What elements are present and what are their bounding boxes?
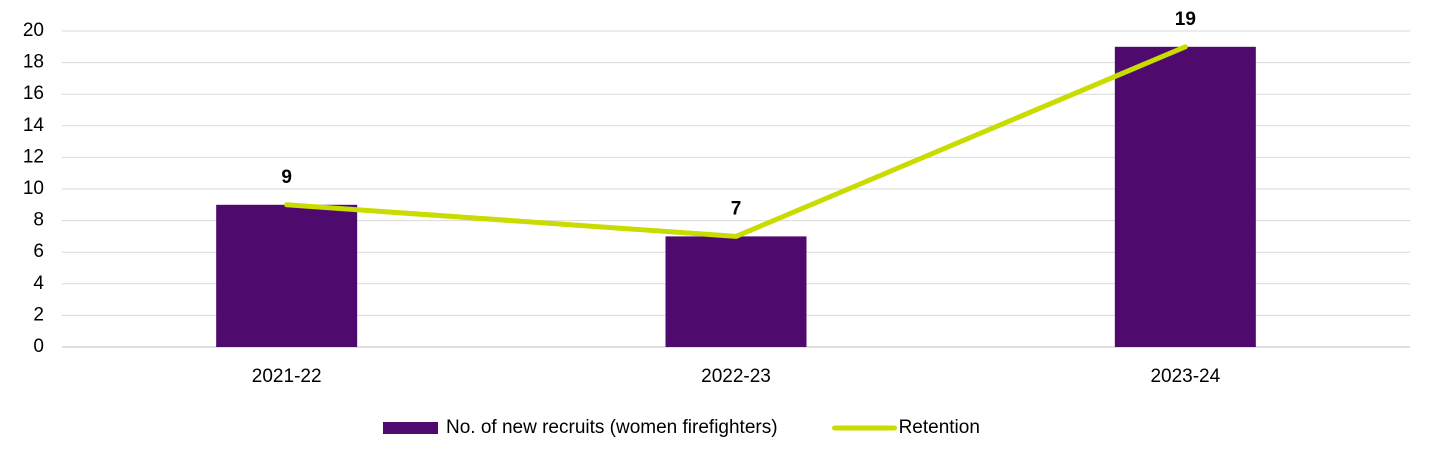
x-tick-label: 2021-22 — [252, 366, 322, 387]
y-tick-label: 10 — [23, 178, 44, 199]
data-label: 19 — [1175, 9, 1196, 30]
legend-label: Retention — [899, 417, 980, 438]
line — [284, 44, 1188, 239]
y-tick-label: 6 — [33, 241, 44, 262]
data-label: 7 — [731, 198, 742, 219]
y-tick-label: 4 — [33, 273, 44, 294]
y-tick-label: 16 — [23, 83, 44, 104]
y-tick-label: 2 — [33, 304, 44, 325]
y-tick-label: 12 — [23, 146, 44, 167]
data-label: 9 — [281, 167, 292, 188]
y-tick-label: 14 — [23, 115, 45, 136]
x-tick-label: 2023-24 — [1150, 366, 1220, 387]
legend-label: No. of new recruits (women firefighters) — [446, 417, 778, 438]
y-tick-label: 0 — [33, 336, 44, 357]
bar — [1114, 46, 1256, 348]
y-tick-label: 18 — [23, 52, 44, 73]
bar — [665, 236, 807, 347]
legend-swatch — [383, 422, 438, 434]
x-tick-label: 2022-23 — [701, 366, 771, 387]
bar — [216, 204, 358, 347]
y-tick-label: 8 — [33, 210, 44, 231]
y-tick-label: 20 — [23, 20, 44, 41]
